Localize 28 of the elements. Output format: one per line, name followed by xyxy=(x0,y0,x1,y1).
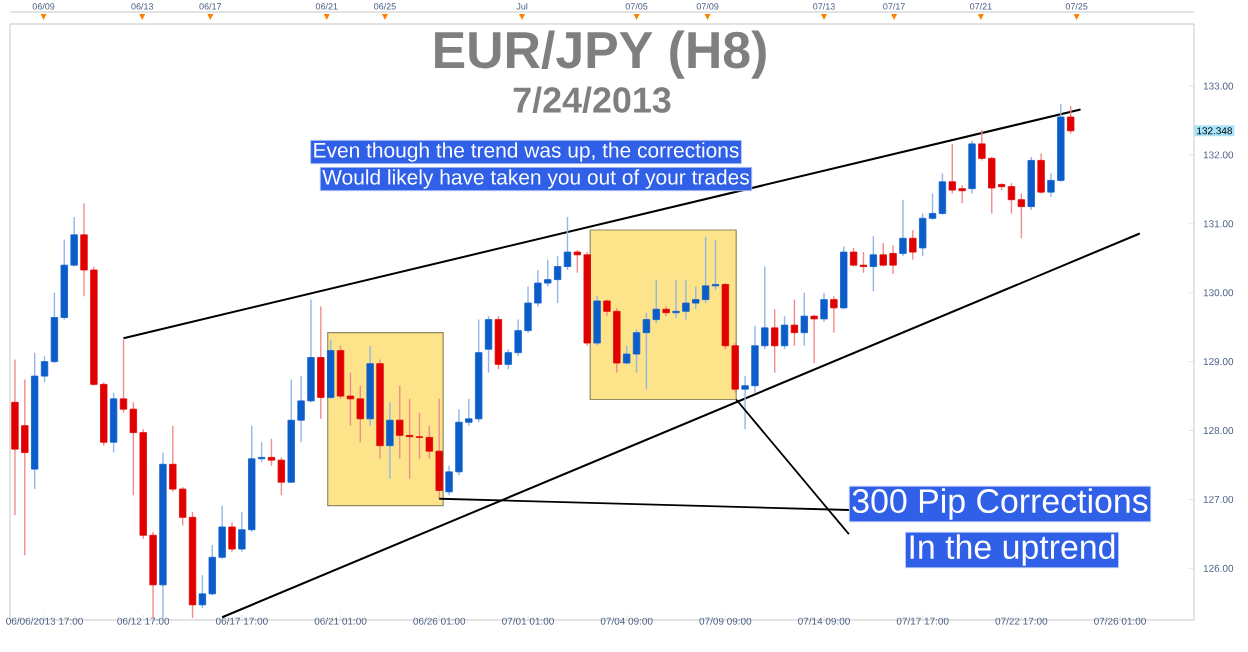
annotation: 300 Pip Corrections xyxy=(852,488,1148,520)
candlestick xyxy=(494,315,503,370)
candlestick xyxy=(327,338,335,400)
candlestick xyxy=(593,295,601,347)
candlestick xyxy=(1067,105,1075,135)
annotation: Would likely have taken you out of your trades xyxy=(322,169,749,189)
candlestick xyxy=(909,229,917,261)
annotation: Even though the trend was up, the corrections xyxy=(314,142,739,162)
candlestick xyxy=(386,401,394,480)
candlestick xyxy=(1037,152,1045,195)
chart-title: EUR/JPY (H8) xyxy=(435,30,766,79)
candlestick xyxy=(771,308,779,374)
candlestick xyxy=(830,295,838,334)
candlestick xyxy=(810,314,818,364)
candlestick xyxy=(484,315,493,374)
candlestick xyxy=(800,292,808,347)
text: 7/24/2013 xyxy=(513,86,671,114)
candlestick xyxy=(869,235,878,293)
candlestick xyxy=(899,199,907,257)
annotation: In the uptrend xyxy=(910,534,1115,566)
candlestick xyxy=(780,315,789,350)
candlestick xyxy=(790,298,799,347)
candlestick xyxy=(317,305,325,420)
candlestick xyxy=(1027,156,1035,211)
candlestick xyxy=(968,139,976,195)
candlestick xyxy=(109,391,118,454)
candlestick xyxy=(820,292,828,323)
candlestick xyxy=(228,521,236,553)
